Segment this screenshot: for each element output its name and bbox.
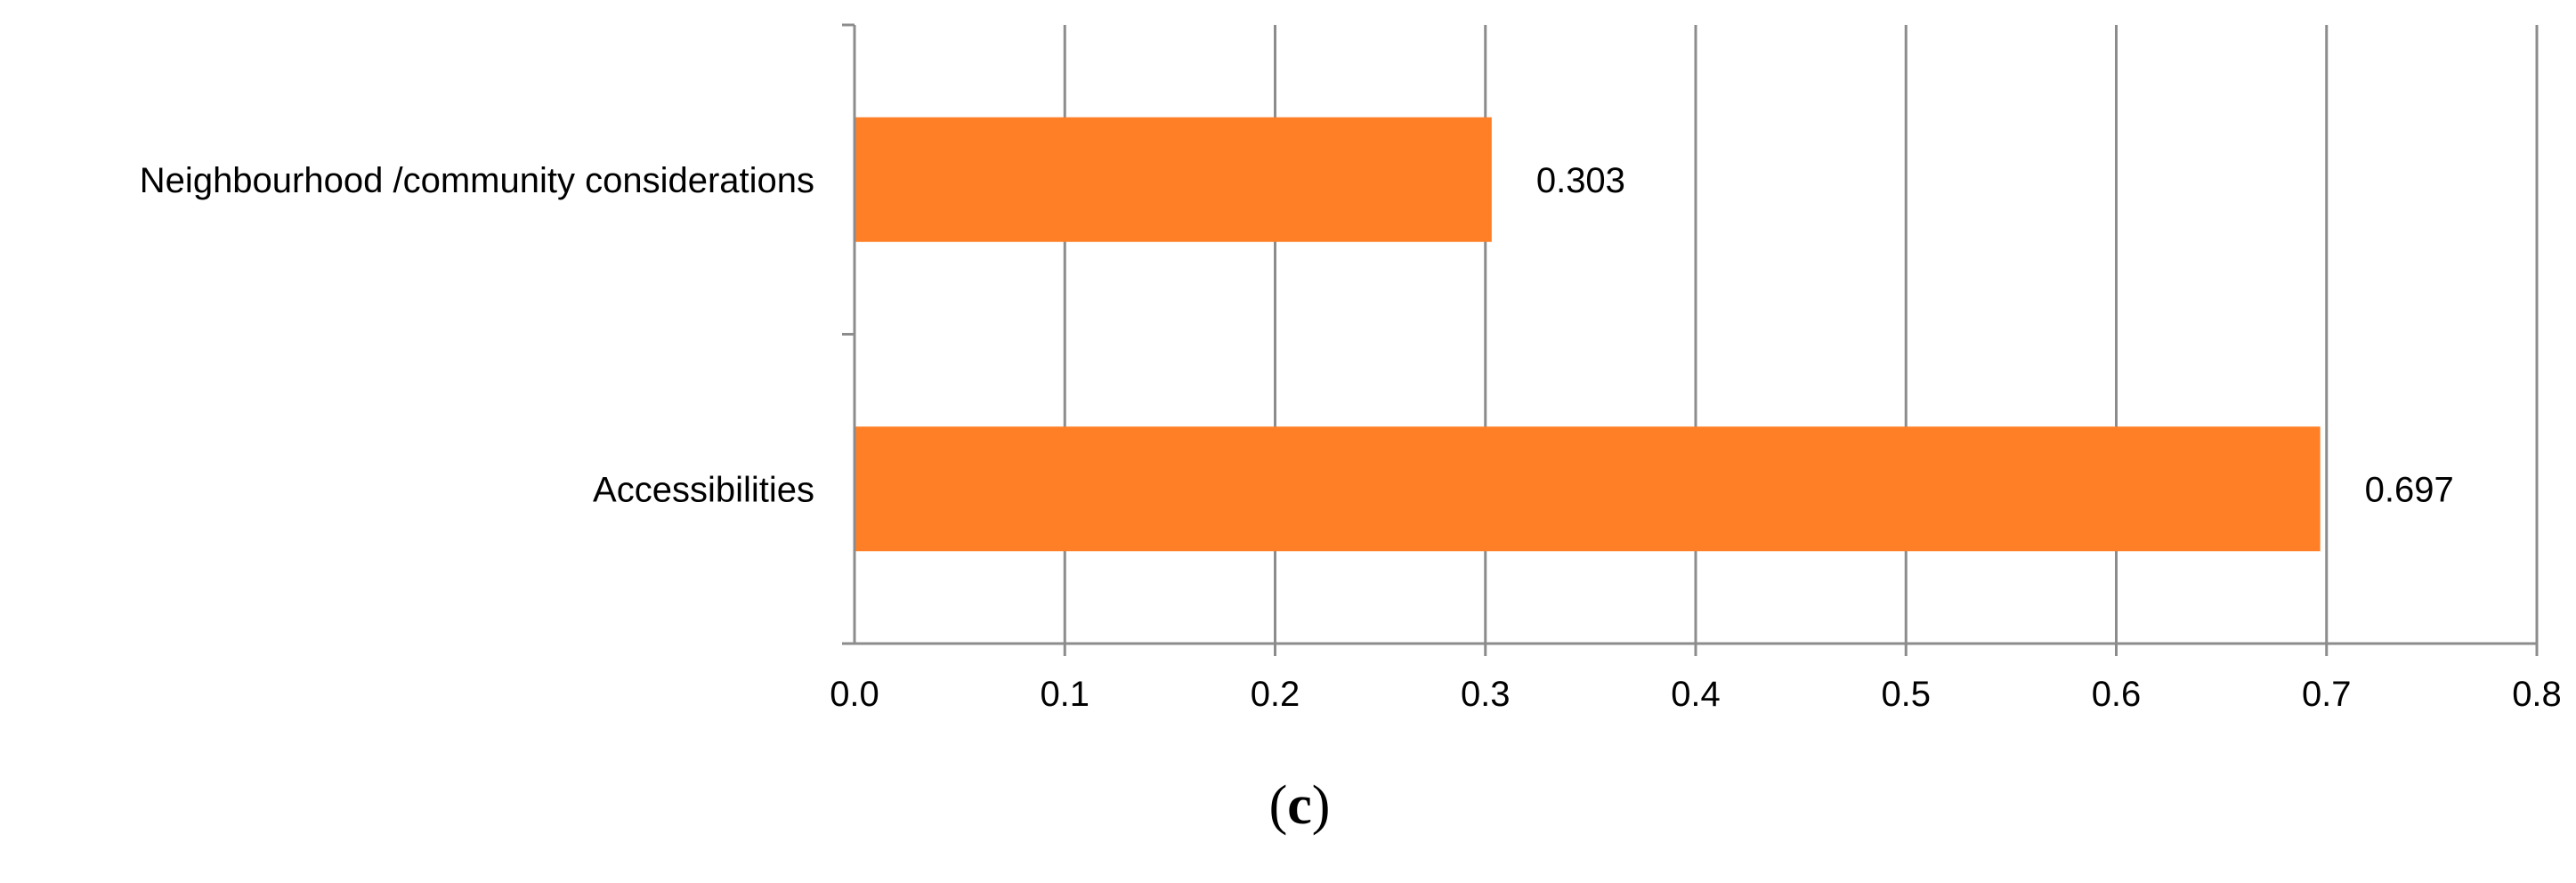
data-label: 0.697	[2365, 470, 2454, 509]
x-tick-label: 0.3	[1461, 675, 1511, 714]
caption-open: (	[1269, 775, 1288, 836]
x-tick-label: 0.6	[2092, 675, 2142, 714]
category-label: Neighbourhood /community considerations	[140, 161, 814, 200]
caption-letter: c	[1287, 775, 1312, 836]
label-layer: 0.0 0.1 0.2 0.3 0.4 0.5 0.6 0.7 0.8 Neighbourhood…	[140, 161, 2562, 714]
bar-layer	[855, 117, 2321, 552]
data-label: 0.303	[1536, 161, 1625, 200]
x-tick-label: 0.8	[2512, 675, 2562, 714]
x-tick-label: 0.1	[1040, 675, 1090, 714]
x-tick-label: 0.7	[2302, 675, 2352, 714]
caption-close: )	[1312, 775, 1331, 836]
bar	[855, 117, 1492, 242]
figure-caption: (c)	[1269, 775, 1331, 836]
x-tick-label: 0.2	[1251, 675, 1300, 714]
x-tick-label: 0.4	[1671, 675, 1721, 714]
bar	[855, 426, 2321, 552]
x-tick-label: 0.0	[830, 675, 879, 714]
x-tick-label: 0.5	[1881, 675, 1931, 714]
axis-layer	[842, 23, 2537, 645]
category-label: Accessibilities	[593, 470, 814, 509]
